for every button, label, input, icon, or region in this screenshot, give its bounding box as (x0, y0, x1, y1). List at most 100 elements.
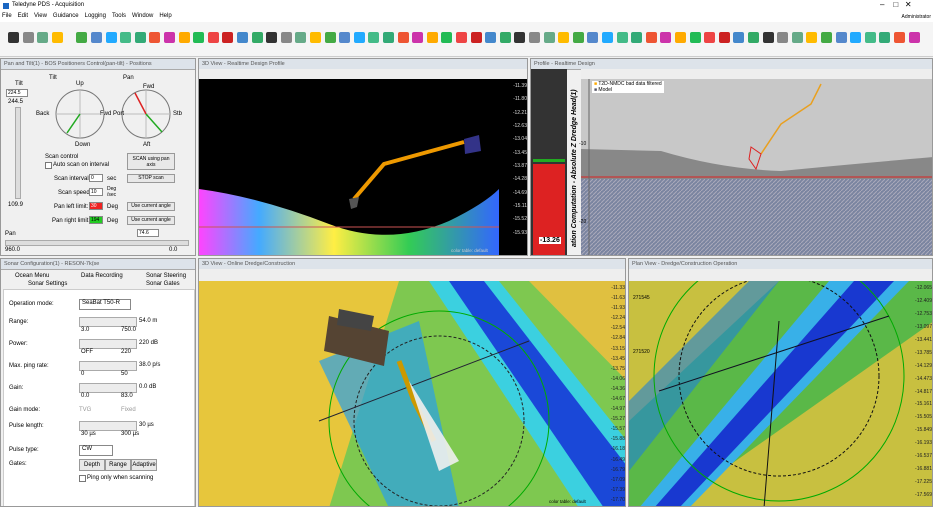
menu-item[interactable]: View (34, 13, 47, 19)
tool-button[interactable] (704, 32, 716, 43)
tool-button[interactable] (689, 32, 701, 43)
menu-item[interactable]: Edit (17, 13, 29, 19)
tool-button[interactable] (237, 32, 248, 43)
tool-button[interactable] (251, 32, 263, 43)
tool-button[interactable] (514, 32, 526, 43)
tool-button[interactable] (631, 32, 643, 43)
tool-button[interactable] (266, 32, 278, 43)
tool-button[interactable] (645, 32, 657, 43)
slider[interactable] (79, 339, 137, 349)
tool-button[interactable] (718, 32, 730, 43)
slider[interactable] (79, 361, 137, 371)
tool-button[interactable] (383, 32, 394, 43)
tool-button[interactable] (835, 32, 847, 43)
dropdown[interactable]: SeaBat T50-R (79, 299, 131, 310)
tool-button[interactable] (543, 32, 555, 43)
tool-button[interactable] (353, 32, 365, 43)
tool-button[interactable] (616, 32, 628, 43)
tool-button[interactable] (134, 32, 146, 43)
tool-button[interactable] (280, 32, 292, 43)
field[interactable]: 194 (89, 216, 103, 224)
scan-button[interactable]: SCAN using pan axis (127, 153, 175, 170)
tool-button[interactable] (587, 32, 599, 43)
tool-button[interactable] (572, 32, 584, 43)
tool-button[interactable] (8, 32, 19, 43)
tool-button[interactable] (120, 32, 132, 43)
tab[interactable]: Sonar Steering (146, 273, 187, 279)
field[interactable]: 10 (89, 188, 103, 196)
gate-button[interactable]: Depth (79, 459, 105, 471)
tool-button[interactable] (441, 32, 453, 43)
menu-item[interactable]: Tools (111, 13, 126, 19)
tool-button[interactable] (499, 32, 511, 43)
tool-button[interactable] (426, 32, 438, 43)
menu-item[interactable]: Window (131, 13, 154, 19)
radio[interactable]: Fixed (121, 407, 136, 413)
tool-button[interactable] (22, 32, 34, 43)
tool-button[interactable] (412, 32, 424, 43)
tool-button[interactable] (51, 32, 63, 43)
tool-button[interactable] (222, 32, 234, 43)
dropdown[interactable]: CW (79, 445, 113, 456)
checkbox[interactable] (45, 162, 52, 169)
window-controls[interactable]: – □ ✕ (880, 0, 912, 9)
menu-item[interactable]: Help (159, 13, 172, 19)
tilt-slider[interactable] (15, 107, 21, 199)
tool-button[interactable] (324, 32, 336, 43)
slider[interactable] (79, 421, 137, 431)
tool-button[interactable] (791, 32, 803, 43)
tool-button[interactable] (485, 32, 497, 43)
tool-button[interactable] (368, 32, 380, 43)
tool-button[interactable] (806, 32, 818, 43)
tool-button[interactable] (193, 32, 205, 43)
menu-item[interactable]: Guidance (52, 13, 79, 19)
gate-button[interactable]: Range (105, 459, 131, 471)
tool-button[interactable] (864, 32, 876, 43)
tool-button[interactable] (470, 32, 482, 43)
tool-button[interactable] (76, 32, 88, 43)
slider[interactable] (79, 383, 137, 393)
tool-button[interactable] (777, 32, 789, 43)
button[interactable]: Use current angle (127, 202, 175, 211)
tool-button[interactable] (149, 32, 161, 43)
tool-button[interactable] (894, 32, 905, 43)
checkbox[interactable] (79, 475, 86, 482)
tool-button[interactable] (762, 32, 774, 43)
tool-button[interactable] (821, 32, 832, 43)
tool-button[interactable] (733, 32, 745, 43)
tab[interactable]: Data Recording (81, 273, 123, 279)
tool-button[interactable] (37, 32, 49, 43)
stop-button[interactable]: STOP scan (127, 174, 175, 183)
tool-button[interactable] (602, 32, 613, 43)
tool-button[interactable] (105, 32, 117, 43)
tool-button[interactable] (456, 32, 467, 43)
tool-button[interactable] (558, 32, 570, 43)
tool-button[interactable] (748, 32, 759, 43)
tool-button[interactable] (310, 32, 321, 43)
tab[interactable]: Ocean Menu (15, 273, 50, 279)
field[interactable]: 30 (89, 202, 103, 210)
tool-button[interactable] (908, 32, 920, 43)
slider[interactable] (79, 317, 137, 327)
gate-button[interactable]: Adaptive (131, 459, 157, 471)
menu-item[interactable]: Logging (84, 13, 106, 19)
tool-button[interactable] (207, 32, 219, 43)
tool-button[interactable] (397, 32, 409, 43)
tab[interactable]: Sonar Settings (28, 281, 68, 287)
tool-button[interactable] (660, 32, 672, 43)
tool-button[interactable] (164, 32, 175, 43)
button[interactable]: Use current angle (127, 216, 175, 225)
radio[interactable]: TVG (79, 407, 92, 413)
tool-button[interactable] (339, 32, 351, 43)
tool-button[interactable] (178, 32, 190, 43)
tool-button[interactable] (850, 32, 862, 43)
tool-button[interactable] (91, 32, 102, 43)
pan-slider[interactable] (5, 240, 189, 246)
menu-item[interactable]: File (2, 13, 12, 19)
tool-button[interactable] (529, 32, 540, 43)
field[interactable]: 0 (89, 174, 103, 182)
tab[interactable]: Sonar Gates (146, 281, 180, 287)
tool-button[interactable] (879, 32, 891, 43)
tool-button[interactable] (675, 32, 686, 43)
tool-button[interactable] (295, 32, 307, 43)
